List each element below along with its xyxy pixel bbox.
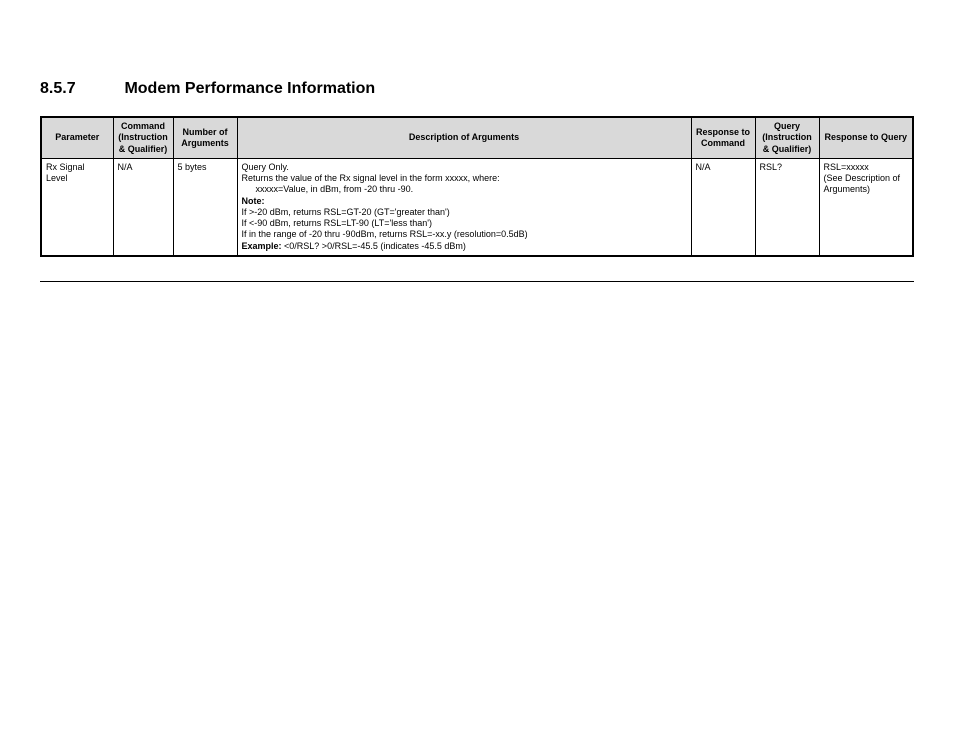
- cell-query: RSL?: [755, 158, 819, 256]
- col-command: Command (Instruction & Qualifier): [113, 117, 173, 158]
- col-response-to-query: Response to Query: [819, 117, 913, 158]
- col-response-to-command: Response to Command: [691, 117, 755, 158]
- section-heading: 8.5.7 Modem Performance Information: [40, 80, 914, 98]
- col-description: Description of Arguments: [237, 117, 691, 158]
- cell-num-args: 5 bytes: [173, 158, 237, 256]
- cell-response-query: RSL=xxxxx(See Description of Arguments): [819, 158, 913, 256]
- table-row: Rx Signal LevelN/A5 bytesQuery Only.Retu…: [41, 158, 913, 256]
- cell-description: Query Only.Returns the value of the Rx s…: [237, 158, 691, 256]
- modem-performance-table: Parameter Command (Instruction & Qualifi…: [40, 116, 914, 257]
- col-parameter: Parameter: [41, 117, 113, 158]
- section-number: 8.5.7: [40, 80, 120, 98]
- footer-rule: [40, 281, 914, 282]
- section-title: Modem Performance Information: [124, 80, 375, 97]
- cell-command: N/A: [113, 158, 173, 256]
- cell-parameter: Rx Signal Level: [41, 158, 113, 256]
- col-query: Query (Instruction & Qualifier): [755, 117, 819, 158]
- cell-response-cmd: N/A: [691, 158, 755, 256]
- col-number-of-arguments: Number of Arguments: [173, 117, 237, 158]
- table-header-row: Parameter Command (Instruction & Qualifi…: [41, 117, 913, 158]
